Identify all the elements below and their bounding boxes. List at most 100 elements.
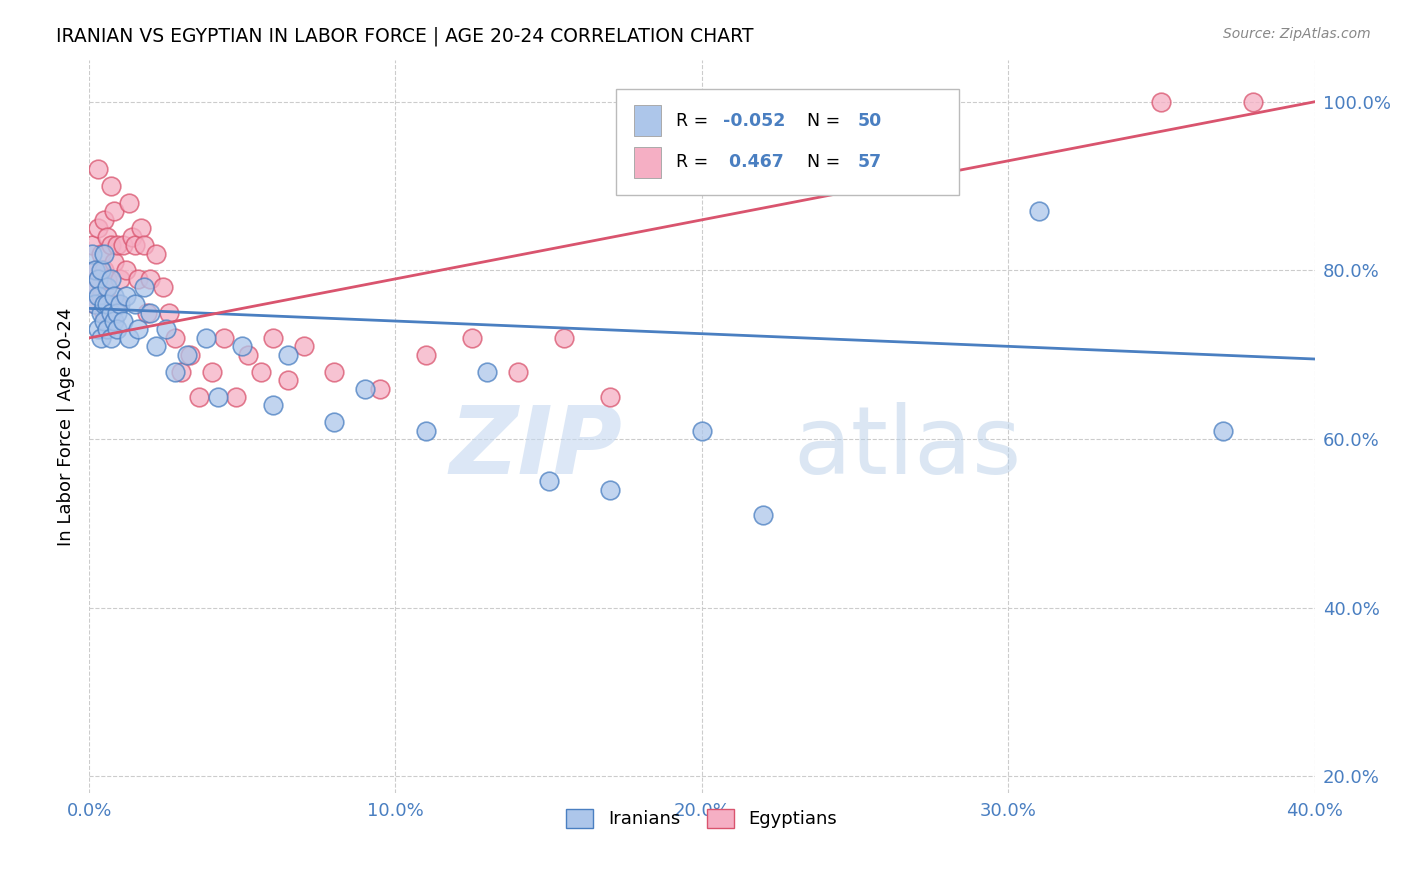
- Point: [477, 365, 499, 379]
- Point: [87, 221, 110, 235]
- Point: [1212, 424, 1234, 438]
- Legend: Iranians, Egyptians: Iranians, Egyptians: [560, 802, 845, 836]
- Point: [152, 280, 174, 294]
- Point: [100, 238, 122, 252]
- Point: [323, 415, 346, 429]
- Text: Source: ZipAtlas.com: Source: ZipAtlas.com: [1223, 27, 1371, 41]
- Point: [93, 212, 115, 227]
- Point: [277, 348, 299, 362]
- Point: [690, 424, 713, 438]
- Text: 57: 57: [858, 153, 882, 171]
- Point: [231, 339, 253, 353]
- Point: [124, 238, 146, 252]
- Point: [105, 322, 128, 336]
- Point: [506, 365, 529, 379]
- Point: [323, 365, 346, 379]
- Point: [90, 331, 112, 345]
- Point: [145, 246, 167, 260]
- Point: [139, 305, 162, 319]
- Point: [103, 204, 125, 219]
- Point: [127, 322, 149, 336]
- Point: [103, 289, 125, 303]
- Point: [752, 508, 775, 522]
- Text: 50: 50: [858, 112, 882, 129]
- Point: [82, 280, 104, 294]
- Point: [118, 196, 141, 211]
- Point: [111, 238, 134, 252]
- FancyBboxPatch shape: [634, 105, 661, 136]
- Point: [111, 314, 134, 328]
- Point: [87, 272, 110, 286]
- Point: [136, 305, 159, 319]
- Point: [105, 305, 128, 319]
- Text: N =: N =: [796, 153, 846, 171]
- Point: [599, 390, 621, 404]
- Text: -0.052: -0.052: [723, 112, 785, 129]
- Point: [188, 390, 211, 404]
- Point: [207, 390, 229, 404]
- Point: [127, 272, 149, 286]
- Point: [103, 314, 125, 328]
- Point: [415, 348, 437, 362]
- Point: [201, 365, 224, 379]
- Point: [82, 280, 104, 294]
- Point: [87, 322, 110, 336]
- Point: [105, 297, 128, 311]
- Point: [93, 297, 115, 311]
- Point: [103, 255, 125, 269]
- Point: [108, 272, 131, 286]
- Point: [262, 331, 284, 345]
- Point: [599, 483, 621, 497]
- Point: [170, 365, 193, 379]
- Point: [134, 280, 156, 294]
- Point: [100, 272, 122, 286]
- Text: R =: R =: [676, 112, 714, 129]
- Point: [415, 424, 437, 438]
- Text: ZIP: ZIP: [450, 402, 623, 494]
- Point: [84, 263, 107, 277]
- Y-axis label: In Labor Force | Age 20-24: In Labor Force | Age 20-24: [58, 307, 75, 546]
- Point: [108, 297, 131, 311]
- Point: [659, 95, 682, 109]
- Text: N =: N =: [796, 112, 846, 129]
- Point: [82, 246, 104, 260]
- Point: [96, 322, 118, 336]
- Point: [90, 289, 112, 303]
- Point: [155, 322, 177, 336]
- Point: [114, 289, 136, 303]
- Point: [93, 305, 115, 319]
- Point: [114, 263, 136, 277]
- FancyBboxPatch shape: [634, 147, 661, 178]
- Point: [157, 305, 180, 319]
- Point: [461, 331, 484, 345]
- Point: [87, 162, 110, 177]
- Point: [100, 331, 122, 345]
- Point: [368, 382, 391, 396]
- Point: [90, 305, 112, 319]
- Point: [262, 398, 284, 412]
- Point: [176, 348, 198, 362]
- Point: [87, 289, 110, 303]
- Text: 0.467: 0.467: [723, 153, 783, 171]
- Point: [100, 305, 122, 319]
- Point: [105, 238, 128, 252]
- Point: [225, 390, 247, 404]
- Point: [118, 331, 141, 345]
- Point: [96, 280, 118, 294]
- Point: [87, 272, 110, 286]
- FancyBboxPatch shape: [616, 89, 959, 195]
- Point: [124, 297, 146, 311]
- Point: [238, 348, 260, 362]
- Point: [96, 297, 118, 311]
- Point: [96, 272, 118, 286]
- Point: [84, 297, 107, 311]
- Point: [1028, 204, 1050, 219]
- Point: [90, 263, 112, 277]
- Text: atlas: atlas: [794, 402, 1022, 494]
- Point: [277, 373, 299, 387]
- Point: [1150, 95, 1173, 109]
- Point: [145, 339, 167, 353]
- Point: [553, 331, 575, 345]
- Point: [121, 229, 143, 244]
- Point: [84, 297, 107, 311]
